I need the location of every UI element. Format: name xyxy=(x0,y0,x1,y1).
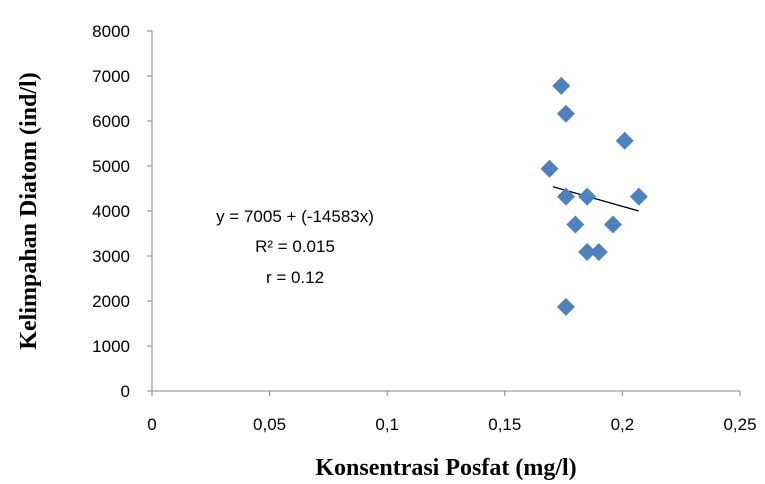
r-squared-label: R² = 0.015 xyxy=(255,237,335,256)
x-axis-title: Konsentrasi Posfat (mg/l) xyxy=(315,455,576,481)
x-tick-label: 0 xyxy=(147,415,156,434)
data-points xyxy=(540,76,648,316)
y-tick-label: 0 xyxy=(121,382,130,401)
correlation-label: r = 0.12 xyxy=(266,268,324,287)
data-point xyxy=(552,76,571,95)
data-point xyxy=(578,242,597,261)
data-point xyxy=(556,187,575,206)
y-tick-label: 4000 xyxy=(92,202,130,221)
y-tick-label: 3000 xyxy=(92,247,130,266)
data-point xyxy=(556,104,575,123)
x-axis-ticks: 0 0,05 0,1 0,15 0,2 0,25 xyxy=(147,391,757,434)
x-tick-label: 0,15 xyxy=(488,415,521,434)
y-tick-label: 7000 xyxy=(92,67,130,86)
data-point xyxy=(540,159,559,178)
y-tick-label: 2000 xyxy=(92,292,130,311)
data-point xyxy=(578,187,597,206)
data-point xyxy=(629,187,648,206)
y-axis-ticks: 0 1000 2000 3000 4000 5000 6000 7000 8000 xyxy=(92,22,152,401)
data-point xyxy=(615,131,634,150)
x-tick-label: 0,05 xyxy=(253,415,286,434)
data-point xyxy=(603,215,622,234)
y-tick-label: 1000 xyxy=(92,337,130,356)
y-tick-label: 8000 xyxy=(92,22,130,41)
data-point xyxy=(589,242,608,261)
x-tick-label: 0,2 xyxy=(611,415,635,434)
data-point xyxy=(556,297,575,316)
y-axis-title: Kelimpahan Diatom (ind/l) xyxy=(16,72,42,349)
x-tick-label: 0,1 xyxy=(375,415,399,434)
x-tick-label: 0,25 xyxy=(723,415,756,434)
y-tick-label: 5000 xyxy=(92,157,130,176)
regression-equation: y = 7005 + (-14583x) xyxy=(216,207,374,226)
data-point xyxy=(566,215,585,234)
y-tick-label: 6000 xyxy=(92,112,130,131)
